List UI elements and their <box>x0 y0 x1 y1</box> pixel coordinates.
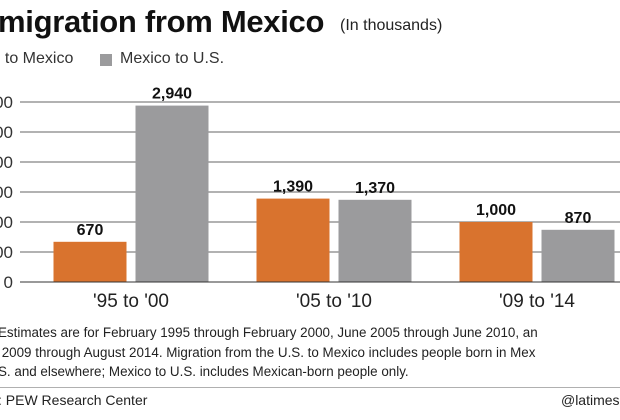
x-category-label: '09 to '14 <box>499 291 575 312</box>
data-label: 2,940 <box>152 86 192 103</box>
legend: . to Mexico Mexico to U.S. <box>0 50 620 72</box>
x-category-label: '05 to '10 <box>296 291 372 312</box>
bar <box>135 105 209 282</box>
y-tick-label: 00 <box>0 243 13 262</box>
footnote-line-1: Estimates are for February 1995 through … <box>0 325 538 340</box>
footnote: Estimates are for February 1995 through … <box>0 323 620 382</box>
y-tick-label: 00 <box>0 123 13 142</box>
data-label: 1,370 <box>355 180 395 197</box>
chart-subtitle: (In thousands) <box>340 17 443 34</box>
x-category-label: '95 to '00 <box>93 291 169 312</box>
footer-divider <box>0 387 620 388</box>
bar <box>53 241 127 282</box>
y-tick-label: 00 <box>0 213 13 232</box>
y-tick-label: 00 <box>0 153 13 172</box>
legend-label-us-to-mexico: . to Mexico <box>0 50 74 67</box>
bar <box>256 198 330 282</box>
footnote-line-3: S. and elsewhere; Mexico to U.S. include… <box>0 364 409 379</box>
source-credit: : PEW Research Center <box>0 392 148 408</box>
bar <box>459 222 533 282</box>
y-tick-label: 00 <box>0 183 13 202</box>
legend-swatch-mexico-to-us <box>100 54 112 66</box>
bar-chart: 00000000000006702,940'95 to '001,3901,37… <box>0 86 620 312</box>
legend-label-mexico-to-us: Mexico to U.S. <box>120 50 225 67</box>
y-tick-label: 0 <box>4 273 13 292</box>
data-label: 1,390 <box>273 179 313 196</box>
data-label: 670 <box>77 222 104 239</box>
data-label: 870 <box>565 210 592 227</box>
bar <box>541 229 615 282</box>
chart-title: migration from Mexico <box>0 4 325 39</box>
footnote-line-2: 2009 through August 2014. Migration from… <box>0 344 536 360</box>
data-label: 1,000 <box>476 202 516 219</box>
y-tick-label: 00 <box>0 93 13 112</box>
bar <box>338 199 412 282</box>
publisher-handle: @latimesgr <box>560 392 620 408</box>
